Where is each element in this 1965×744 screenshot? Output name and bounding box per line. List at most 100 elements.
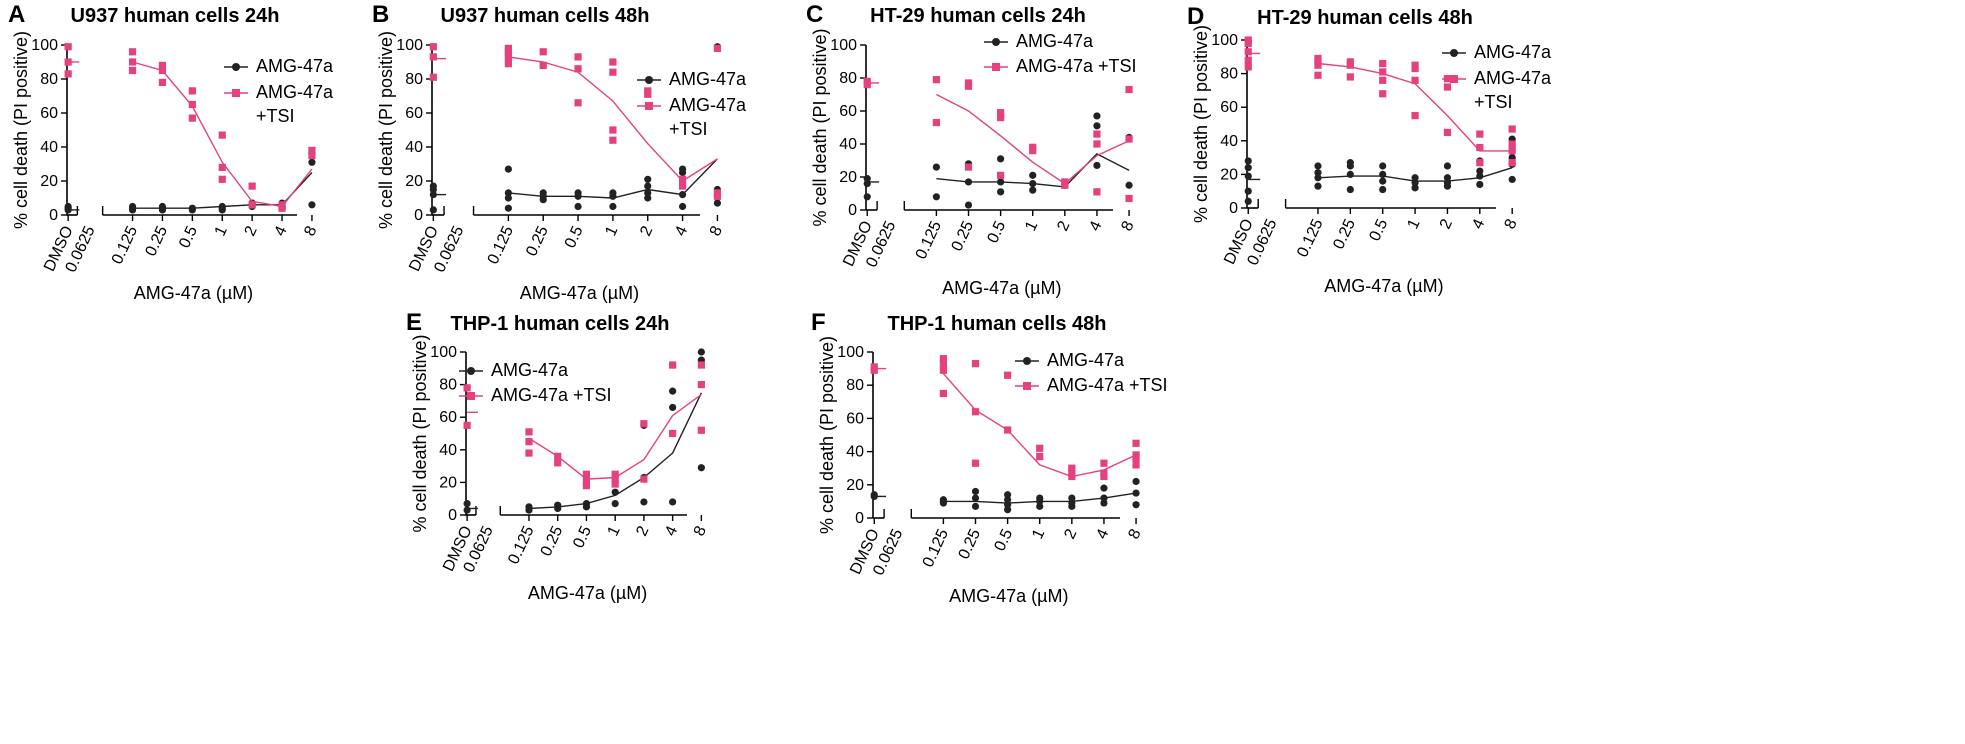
x-tick-label: 4 xyxy=(272,223,291,238)
y-tick-label: 100 xyxy=(396,37,423,54)
y-tick-label: 0 xyxy=(855,510,864,527)
x-tick-label: 0.125 xyxy=(505,523,537,567)
legend-amg47a-tsi-label: +TSI xyxy=(669,119,708,139)
amg47a-tsi-point xyxy=(582,470,591,478)
amg47a-tsi-point xyxy=(1244,36,1252,44)
y-tick-label: 60 xyxy=(839,103,857,120)
amg47a-tsi-point xyxy=(1508,147,1516,155)
amg47a-tsi-point xyxy=(669,361,677,369)
y-tick-label: 100 xyxy=(1211,32,1238,49)
x-tick-label: 8 xyxy=(707,223,726,238)
y-tick-label: 20 xyxy=(839,169,857,186)
amg47a-tsi-point xyxy=(932,118,940,127)
x-tick-label: 0.5 xyxy=(570,523,595,550)
amg47a-tsi-point xyxy=(697,426,705,434)
amg47a-tsi-point xyxy=(188,114,196,122)
amg47a-tsi-point xyxy=(611,475,619,483)
amg47a-point xyxy=(644,194,652,202)
amg47a-tsi-point xyxy=(582,477,591,485)
amg47a-point xyxy=(429,191,437,199)
amg47a-tsi-point xyxy=(128,48,137,56)
amg47a-point xyxy=(1411,179,1419,187)
amg47a-tsi-point xyxy=(429,43,437,51)
amg47a-tsi-point xyxy=(1093,188,1101,196)
amg47a-tsi-point xyxy=(964,79,973,87)
amg47a-tsi-point xyxy=(1100,459,1108,467)
y-tick-label: 60 xyxy=(405,105,423,122)
y-tick-label: 40 xyxy=(439,442,457,459)
amg47a-point xyxy=(1314,162,1322,170)
amg47a-tsi-line xyxy=(936,93,1130,185)
legend-amg47a-marker xyxy=(992,38,1000,46)
y-tick-label: 80 xyxy=(405,71,423,88)
legend-amg47a-marker xyxy=(645,76,653,84)
x-tick-label: 2 xyxy=(242,223,261,238)
x-tick-label: 8 xyxy=(1502,216,1521,231)
legend-amg47a-tsi-marker xyxy=(645,102,653,110)
y-tick-label: 100 xyxy=(837,344,864,361)
y-axis-label: % cell death (PI positive) xyxy=(810,28,830,226)
amg47a-tsi-point xyxy=(1476,143,1484,152)
legend-amg47a-marker xyxy=(232,63,240,71)
amg47a-point xyxy=(1093,112,1101,120)
amg47a-tsi-point xyxy=(539,61,547,69)
amg47a-tsi-point xyxy=(429,53,437,61)
legend-amg47a-label: AMG-47a xyxy=(669,69,747,89)
amg47a-point xyxy=(1068,499,1076,507)
amg47a-point xyxy=(1346,159,1354,167)
amg47a-point xyxy=(997,188,1005,196)
amg47a-tsi-point xyxy=(463,421,471,429)
amg47a-tsi-point xyxy=(870,363,878,371)
x-tick-label: 0.5 xyxy=(176,223,201,250)
amg47a-tsi-point xyxy=(609,136,617,144)
x-tick-label: 0.25 xyxy=(523,223,552,258)
amg47a-tsi-point xyxy=(1346,58,1354,66)
x-axis-label: AMG-47a (µM) xyxy=(949,586,1068,606)
amg47a-tsi-point xyxy=(1125,194,1133,203)
amg47a-tsi-point xyxy=(539,48,547,56)
amg47a-point xyxy=(1314,182,1322,190)
legend-amg47a-tsi-label: +TSI xyxy=(256,106,295,126)
amg47a-tsi-point xyxy=(640,475,648,483)
amg47a-point xyxy=(1004,501,1012,509)
x-tick-label: 0.5 xyxy=(991,526,1016,553)
amg47a-point xyxy=(1004,491,1012,499)
y-tick-label: 40 xyxy=(846,444,864,461)
amg47a-point xyxy=(1379,162,1387,170)
amg47a-point xyxy=(1132,489,1140,497)
amg47a-tsi-point xyxy=(1379,76,1387,84)
y-tick-label: 60 xyxy=(846,410,864,427)
amg47a-point xyxy=(1068,494,1076,502)
amg47a-tsi-point xyxy=(1093,130,1101,138)
amg47a-tsi-point xyxy=(611,470,619,478)
amg47a-point xyxy=(539,189,547,197)
amg47a-point xyxy=(128,202,137,211)
amg47a-point xyxy=(504,204,512,212)
amg47a-tsi-point xyxy=(713,189,722,197)
amg47a-tsi-point xyxy=(1508,159,1516,167)
amg47a-point xyxy=(678,202,687,211)
amg47a-point xyxy=(669,403,677,412)
amg47a-tsi-point xyxy=(128,58,137,66)
amg47a-point xyxy=(640,498,648,506)
amg47a-point xyxy=(1411,184,1419,192)
amg47a-tsi-point xyxy=(158,66,167,75)
y-tick-label: 80 xyxy=(846,377,864,394)
amg47a-point xyxy=(939,496,947,504)
legend-amg47a-marker xyxy=(1023,357,1031,365)
y-tick-label: 60 xyxy=(40,105,58,122)
amg47a-tsi-point xyxy=(188,100,196,109)
amg47a-point xyxy=(1244,187,1252,195)
amg47a-point xyxy=(1443,162,1452,170)
y-tick-label: 20 xyxy=(846,477,864,494)
x-tick-label: 1 xyxy=(212,223,231,238)
x-tick-label: 2 xyxy=(1061,526,1080,541)
amg47a-point xyxy=(504,165,512,173)
y-axis-label: % cell death (PI positive) xyxy=(376,31,396,229)
amg47a-tsi-point xyxy=(971,360,980,368)
amg47a-tsi-point xyxy=(1508,125,1516,133)
y-tick-label: 0 xyxy=(414,207,423,224)
x-tick-label: 1 xyxy=(1029,526,1048,541)
amg47a-point xyxy=(1244,157,1252,165)
amg47a-tsi-point xyxy=(1244,63,1252,71)
